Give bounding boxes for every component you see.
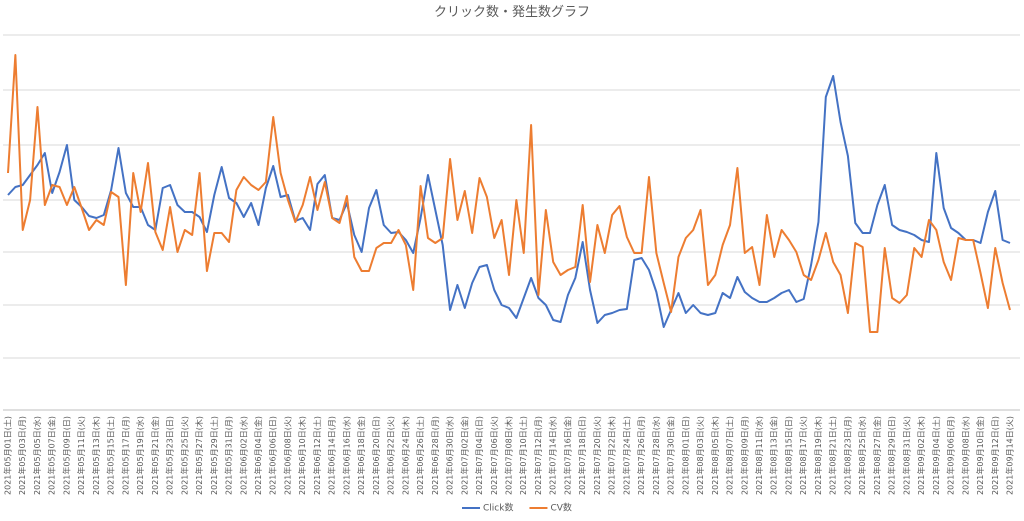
legend-label: Click数 bbox=[483, 502, 513, 514]
x-tick-label: 2021年05月07日(金) bbox=[47, 416, 57, 495]
x-tick-label: 2021年09月04日(土) bbox=[931, 416, 941, 495]
x-tick-label: 2021年08月23日(月) bbox=[842, 416, 852, 495]
x-tick-label: 2021年06月08日(火) bbox=[282, 416, 292, 495]
x-tick-label: 2021年07月10日(土) bbox=[518, 416, 528, 495]
x-tick-label: 2021年08月01日(日) bbox=[680, 416, 690, 495]
x-tick-label: 2021年08月09日(月) bbox=[739, 416, 749, 495]
x-tick-label: 2021年05月23日(日) bbox=[165, 416, 175, 495]
x-tick-label: 2021年06月24日(木) bbox=[400, 416, 410, 495]
x-tick-label: 2021年05月05日(水) bbox=[32, 416, 42, 495]
x-tick-label: 2021年08月19日(木) bbox=[813, 416, 823, 495]
x-tick-label: 2021年09月08日(水) bbox=[960, 416, 970, 495]
x-tick-label: 2021年06月04日(金) bbox=[253, 416, 263, 495]
x-tick-label: 2021年05月09日(日) bbox=[61, 416, 71, 495]
x-tick-label: 2021年07月14日(水) bbox=[548, 416, 558, 495]
x-tick-label: 2021年09月02日(木) bbox=[916, 416, 926, 495]
line-series bbox=[7, 75, 1011, 328]
x-tick-label: 2021年06月26日(土) bbox=[415, 416, 425, 495]
x-tick-label: 2021年06月16日(水) bbox=[341, 416, 351, 495]
x-tick-label: 2021年08月15日(日) bbox=[783, 416, 793, 495]
x-tick-label: 2021年05月13日(木) bbox=[91, 416, 101, 495]
x-tick-label: 2021年09月06日(月) bbox=[946, 416, 956, 495]
x-tick-label: 2021年05月17日(月) bbox=[120, 416, 130, 495]
x-tick-label: 2021年08月13日(金) bbox=[769, 416, 779, 495]
x-tick-label: 2021年07月22日(木) bbox=[607, 416, 617, 495]
x-tick-label: 2021年07月20日(火) bbox=[592, 416, 602, 495]
x-tick-label: 2021年08月29日(日) bbox=[887, 416, 897, 495]
x-tick-label: 2021年08月27日(金) bbox=[872, 416, 882, 495]
x-tick-label: 2021年06月28日(月) bbox=[430, 416, 440, 495]
x-tick-label: 2021年06月22日(火) bbox=[386, 416, 396, 495]
x-tick-label: 2021年09月12日(日) bbox=[990, 416, 1000, 495]
x-tick-label: 2021年07月16日(金) bbox=[562, 416, 572, 495]
x-tick-label: 2021年05月03日(月) bbox=[17, 416, 27, 495]
x-tick-label: 2021年05月31日(月) bbox=[224, 416, 234, 495]
x-tick-label: 2021年08月07日(土) bbox=[725, 416, 735, 495]
x-tick-label: 2021年07月28日(水) bbox=[651, 416, 661, 495]
x-tick-label: 2021年07月26日(月) bbox=[636, 416, 646, 495]
x-tick-label: 2021年08月11日(水) bbox=[754, 416, 764, 495]
x-tick-label: 2021年06月30日(水) bbox=[445, 416, 455, 495]
x-tick-label: 2021年07月30日(金) bbox=[666, 416, 676, 495]
x-tick-label: 2021年05月01日(土) bbox=[3, 416, 13, 495]
x-tick-label: 2021年07月02日(金) bbox=[459, 416, 469, 495]
x-tick-label: 2021年07月24日(土) bbox=[621, 416, 631, 495]
x-tick-label: 2021年08月05日(木) bbox=[710, 416, 720, 495]
x-tick-label: 2021年07月06日(火) bbox=[489, 416, 499, 495]
x-tick-label: 2021年06月18日(金) bbox=[356, 416, 366, 495]
x-tick-label: 2021年06月10日(木) bbox=[297, 416, 307, 495]
x-tick-label: 2021年08月03日(火) bbox=[695, 416, 705, 495]
x-tick-label: 2021年06月02日(水) bbox=[238, 416, 248, 495]
chart-title: クリック数・発生数グラフ bbox=[434, 5, 590, 20]
x-tick-label: 2021年07月08日(木) bbox=[504, 416, 514, 495]
x-tick-label: 2021年08月25日(水) bbox=[857, 416, 867, 495]
x-tick-label: 2021年07月12日(月) bbox=[533, 416, 543, 495]
x-tick-label: 2021年06月20日(日) bbox=[371, 416, 381, 495]
x-tick-label: 2021年06月14日(月) bbox=[327, 416, 337, 495]
x-tick-label: 2021年05月27日(木) bbox=[194, 416, 204, 495]
x-tick-label: 2021年07月18日(日) bbox=[577, 416, 587, 495]
x-tick-label: 2021年09月14日(火) bbox=[1005, 416, 1015, 495]
x-tick-label: 2021年05月21日(金) bbox=[150, 416, 160, 495]
x-tick-label: 2021年06月06日(日) bbox=[268, 416, 278, 495]
legend-label: CV数 bbox=[550, 502, 571, 514]
line-series bbox=[7, 54, 1011, 333]
x-tick-label: 2021年08月31日(火) bbox=[901, 416, 911, 495]
x-tick-label: 2021年05月29日(土) bbox=[209, 416, 219, 495]
x-tick-label: 2021年05月15日(土) bbox=[106, 416, 116, 495]
legend: Click数 CV数 bbox=[462, 502, 572, 514]
x-tick-label: 2021年08月17日(火) bbox=[798, 416, 808, 495]
x-tick-label: 2021年06月12日(土) bbox=[312, 416, 322, 495]
x-tick-label: 2021年05月25日(火) bbox=[179, 416, 189, 495]
x-tick-label: 2021年05月11日(火) bbox=[76, 416, 86, 495]
x-tick-label: 2021年07月04日(日) bbox=[474, 416, 484, 495]
x-tick-label: 2021年05月19日(水) bbox=[135, 416, 145, 495]
x-tick-label: 2021年09月10日(金) bbox=[975, 416, 985, 495]
x-tick-label: 2021年08月21日(土) bbox=[828, 416, 838, 495]
